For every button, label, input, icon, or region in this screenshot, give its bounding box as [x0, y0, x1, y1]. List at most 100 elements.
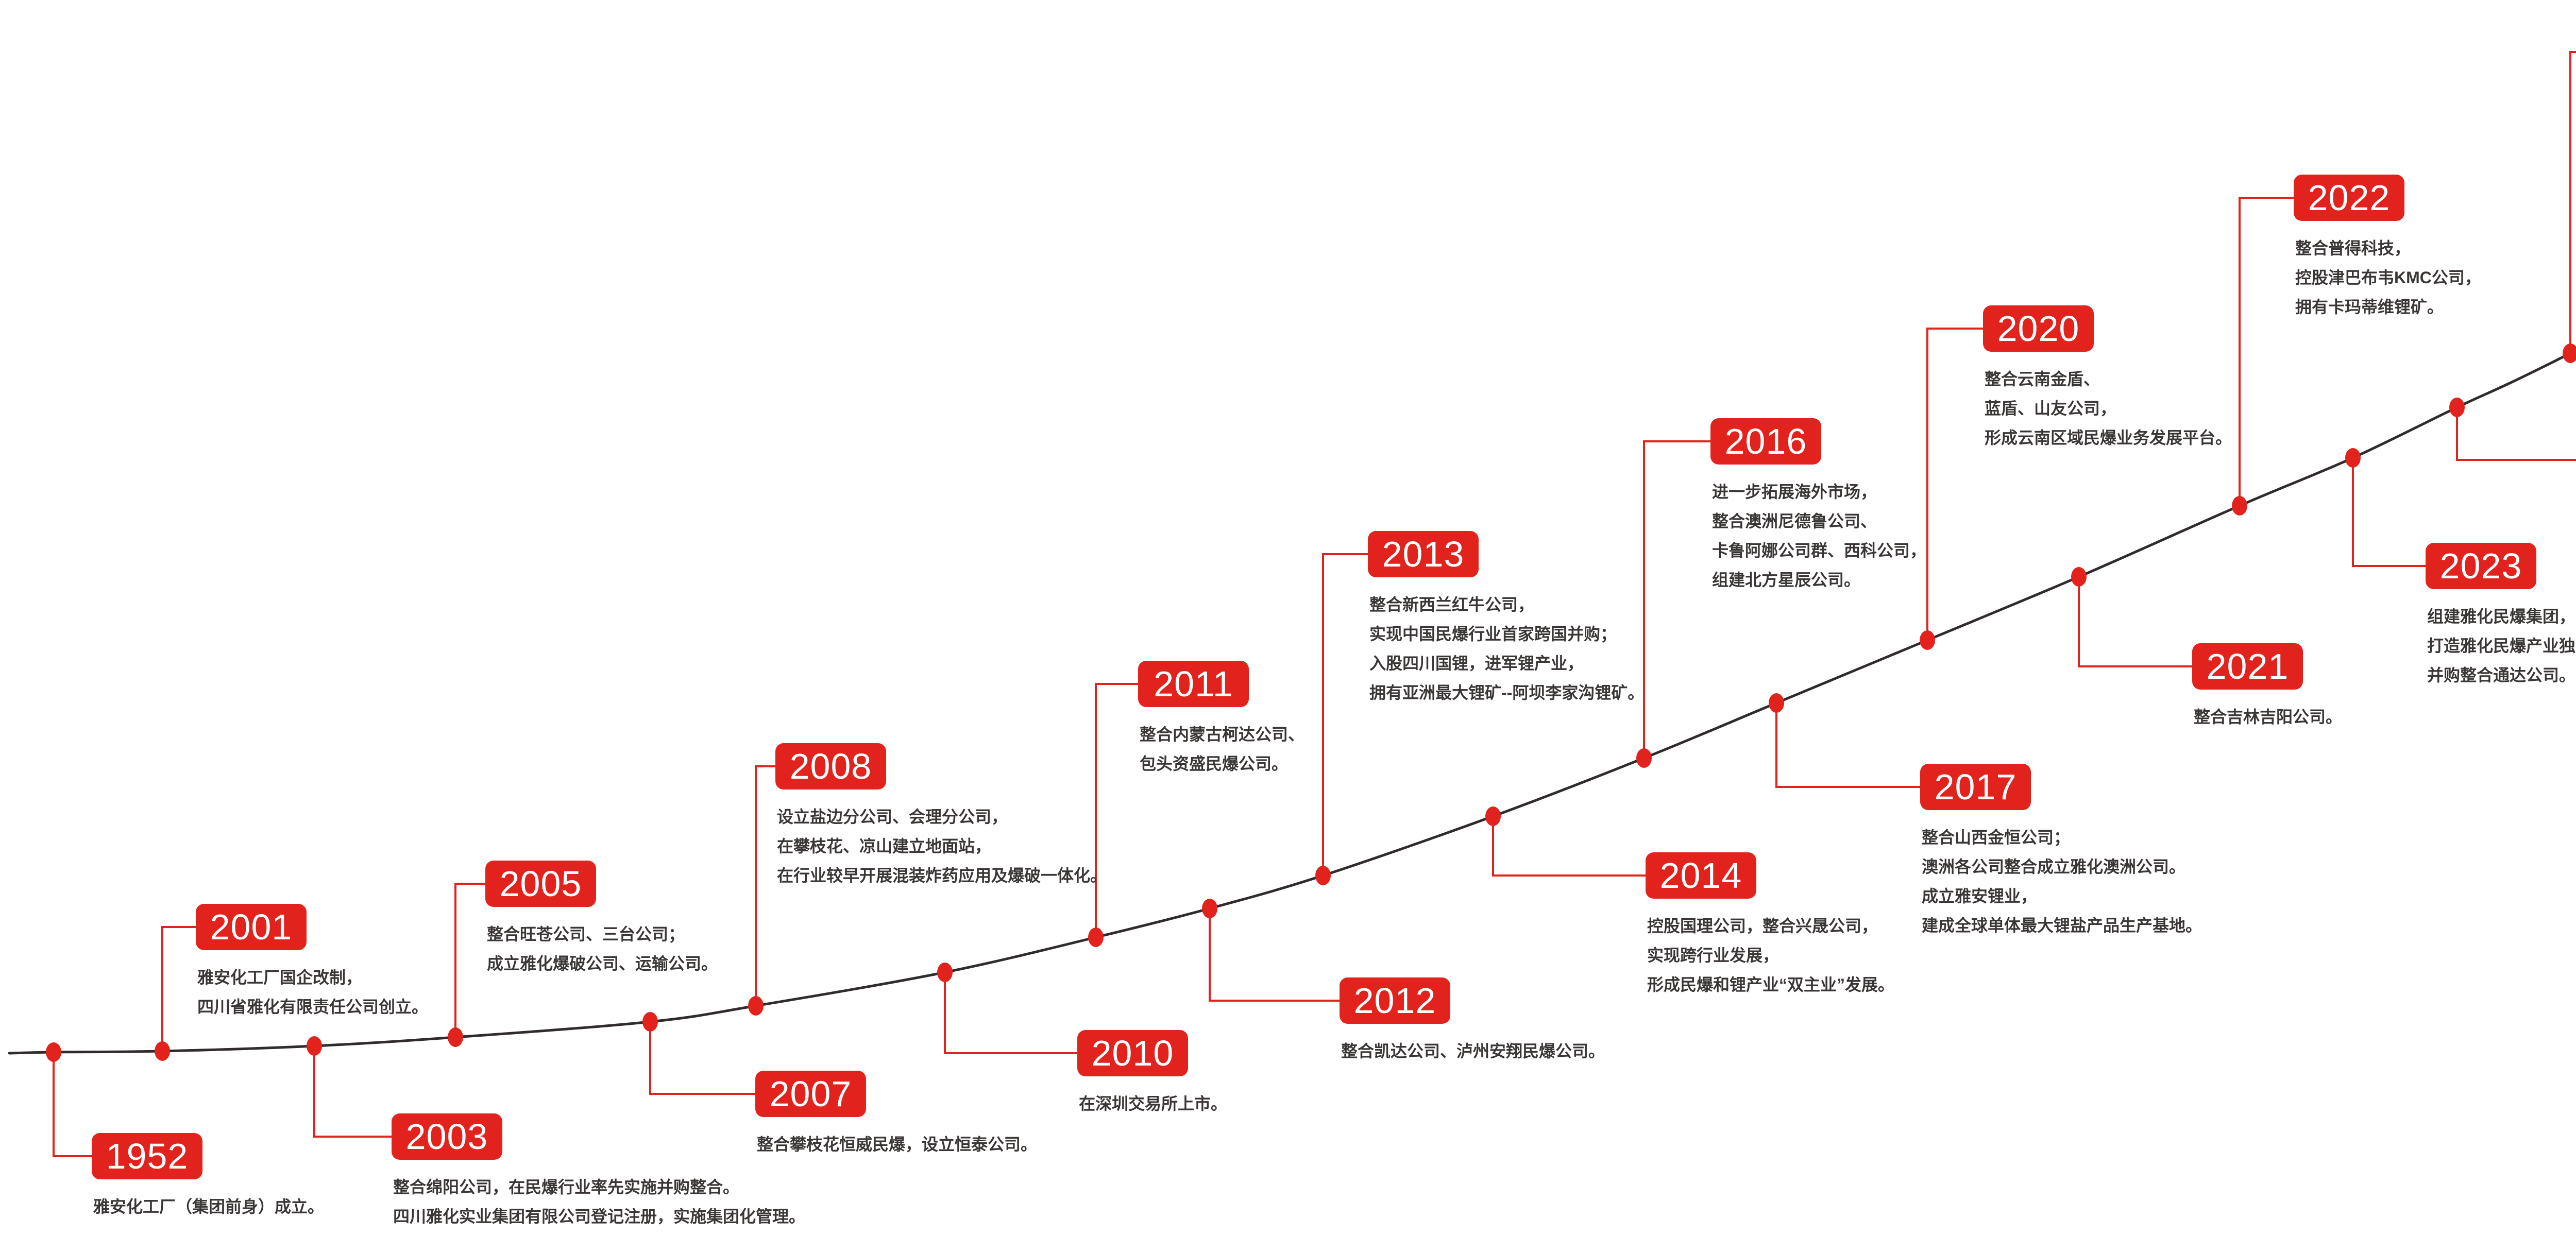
event-text-line: 整合内蒙古柯达公司、: [1140, 725, 1305, 744]
year-badge-2008: 2008: [775, 743, 886, 789]
timeline-dot-2013: [1315, 866, 1331, 885]
event-text-line: 拥有亚洲最大锂矿--阿坝李家沟锂矿。: [1369, 683, 1645, 702]
connector-line-2001: [161, 926, 196, 1051]
event-text-line: 在攀枝花、凉山建立地面站，: [777, 837, 992, 855]
event-text-line: 在行业较早开展混装炸药应用及爆破一体化。: [777, 866, 1107, 885]
timeline-dot-2003: [307, 1036, 322, 1056]
year-badge-2012: 2012: [1340, 977, 1450, 1024]
timeline-dot-2008: [748, 996, 764, 1016]
event-text-line: 整合山西金恒公司；: [1922, 828, 2071, 847]
event-text-line: 整合新西兰红牛公司，: [1369, 595, 1535, 614]
year-badge-2010: 2010: [1077, 1030, 1188, 1076]
timeline-dot-2021: [2071, 567, 2087, 587]
event-description-2005: 整合旺苍公司、三台公司； 成立雅化爆破公司、运输公司。: [487, 920, 718, 979]
event-description-2016: 进一步拓展海外市场， 整合澳洲尼德鲁公司、卡鲁阿娜公司群、西科公司， 组建北方星辰公…: [1712, 477, 1926, 595]
connector-line-2021: [2078, 577, 2192, 667]
event-text-line: 整合绵阳公司，在民爆行业率先实施并购整合。: [393, 1178, 740, 1196]
timeline-dot-1952: [46, 1042, 61, 1062]
event-text-line: 四川雅化实业集团有限公司登记注册，实施集团化管理。: [393, 1207, 806, 1226]
event-text-line: 成立雅安锂业，: [1922, 887, 2038, 905]
event-text-line: 整合澳洲尼德鲁公司、: [1712, 512, 1877, 530]
year-badge-2007: 2007: [755, 1071, 866, 1117]
event-text-line: 控股津巴布韦KMC公司，: [2295, 268, 2481, 287]
year-badge-2020: 2020: [1983, 305, 2094, 352]
connector-line-2003: [313, 1046, 392, 1138]
year-badge-2022: 2022: [2294, 175, 2404, 221]
event-description-2013: 整合新西兰红牛公司， 实现中国民爆行业首家跨国并购； 入股四川国锂，进军锂产业， 拥有…: [1369, 590, 1644, 708]
event-text-line: 组建雅化民爆集团，: [2427, 607, 2576, 626]
event-text-line: 并购整合通达公司。: [2427, 666, 2576, 684]
event-text-line: 设立盐边分公司、会理分公司，: [777, 808, 1008, 826]
event-text-line: 形成云南区域民爆业务发展平台。: [1985, 428, 2232, 447]
event-text-line: 控股国理公司，整合兴晟公司，: [1647, 917, 1878, 935]
connector-line-2012: [1209, 908, 1340, 1002]
timeline-dot-2025: [2563, 344, 2576, 363]
event-description-2012: 整合凯达公司、泸州安翔民爆公司。: [1341, 1037, 1605, 1066]
growth-curve: [8, 349, 2576, 1055]
timeline-dot-2022: [2232, 496, 2247, 516]
timeline-dot-2024: [2449, 398, 2465, 417]
event-description-2020: 整合云南金盾、 蓝盾、山友公司， 形成云南区域民爆业务发展平台。: [1985, 365, 2232, 453]
connector-line-2023: [2352, 458, 2426, 567]
event-text-line: 澳洲各公司整合成立雅化澳洲公司。: [1922, 857, 2186, 876]
connector-line-2005: [454, 883, 485, 1037]
year-badge-2023: 2023: [2426, 543, 2536, 589]
year-badge-2016: 2016: [1710, 418, 1821, 465]
connector-line-2010: [944, 972, 1077, 1054]
connector-line-2016: [1643, 440, 1710, 758]
event-text-line: 打造雅化民爆产业独立发展平台；: [2427, 637, 2576, 655]
event-description-2003: 整合绵阳公司，在民爆行业率先实施并购整合。四川雅化实业集团有限公司登记注册，实施…: [393, 1173, 805, 1231]
event-text-line: 入股四川国锂，进军锂产业，: [1369, 654, 1584, 673]
event-description-2014: 控股国理公司，整合兴晟公司， 实现跨行业发展， 形成民爆和锂产业“双主业”发展。: [1647, 912, 1894, 1000]
event-description-2001: 雅安化工厂国企改制， 四川省雅化有限责任公司创立。: [197, 963, 428, 1022]
year-badge-2001: 2001: [196, 904, 307, 950]
event-text-line: 包头资盛民爆公司。: [1140, 754, 1289, 773]
timeline-dot-2007: [642, 1012, 658, 1032]
timeline-dot-2005: [448, 1027, 463, 1047]
event-text-line: 成立雅化爆破公司、运输公司。: [487, 954, 718, 973]
timeline-dot-2011: [1088, 928, 1104, 947]
timeline-dot-2010: [937, 963, 953, 982]
timeline-dot-2023: [2345, 448, 2361, 468]
event-text-line: 整合凯达公司、泸州安翔民爆公司。: [1341, 1042, 1605, 1060]
event-description-2008: 设立盐边分公司、会理分公司， 在攀枝花、凉山建立地面站， 在行业较早开展混装炸药应用…: [777, 802, 1107, 890]
year-badge-2014: 2014: [1646, 852, 1756, 899]
event-text-line: 雅安化工厂（集团前身）成立。: [93, 1197, 325, 1216]
timeline-dot-2012: [1202, 899, 1217, 918]
event-text-line: 形成民爆和锂产业“双主业”发展。: [1647, 975, 1895, 994]
event-description-2022: 整合普得科技， 控股津巴布韦KMC公司， 拥有卡玛蒂维锂矿。: [2295, 234, 2481, 322]
event-text-line: 整合普得科技，: [2295, 239, 2411, 258]
event-text-line: 实现中国民爆行业首家跨国并购；: [1369, 625, 1617, 643]
connector-line-2024: [2456, 407, 2576, 461]
event-text-line: 整合吉林吉阳公司。: [2194, 708, 2343, 726]
connector-line-2013: [1322, 553, 1368, 876]
connector-line-2008: [755, 765, 775, 1006]
event-text-line: 雅安化工厂国企改制，: [197, 968, 363, 987]
event-text-line: 蓝盾、山友公司，: [1985, 399, 2117, 418]
event-description-2023: 组建雅化民爆集团， 打造雅化民爆产业独立发展平台； 并购整合通达公司。: [2427, 602, 2576, 690]
connector-line-2017: [1775, 703, 1920, 788]
timeline-dot-2016: [1636, 748, 1652, 768]
event-description-2017: 整合山西金恒公司； 澳洲各公司整合成立雅化澳洲公司。 成立雅安锂业， 建成全球单体最大…: [1922, 823, 2202, 940]
year-badge-2005: 2005: [485, 861, 596, 907]
event-description-2010: 在深圳交易所上市。: [1079, 1089, 1227, 1119]
event-description-2007: 整合攀枝花恒威民爆，设立恒泰公司。: [757, 1130, 1037, 1159]
event-text-line: 整合攀枝花恒威民爆，设立恒泰公司。: [757, 1135, 1038, 1154]
connector-line-1952: [53, 1052, 92, 1157]
connector-line-2007: [649, 1022, 755, 1095]
event-text-line: 实现跨行业发展，: [1647, 946, 1780, 965]
event-text-line: 拥有卡玛蒂维锂矿。: [2295, 298, 2444, 316]
event-text-line: 卡鲁阿娜公司群、西科公司，: [1712, 541, 1927, 560]
event-description-2011: 整合内蒙古柯达公司、 包头资盛民爆公司。: [1140, 720, 1304, 779]
event-text-line: 四川省雅化有限责任公司创立。: [197, 998, 429, 1016]
year-badge-2021: 2021: [2192, 643, 2303, 690]
timeline-dot-2014: [1485, 806, 1501, 826]
year-badge-2017: 2017: [1920, 764, 2031, 810]
connector-line-2025: [2569, 51, 2576, 353]
event-text-line: 进一步拓展海外市场，: [1712, 483, 1877, 501]
event-text-line: 在深圳交易所上市。: [1079, 1094, 1228, 1113]
connector-line-2011: [1095, 683, 1138, 937]
event-text-line: 组建北方星辰公司。: [1712, 571, 1861, 589]
timeline-dot-2020: [1920, 630, 1935, 650]
